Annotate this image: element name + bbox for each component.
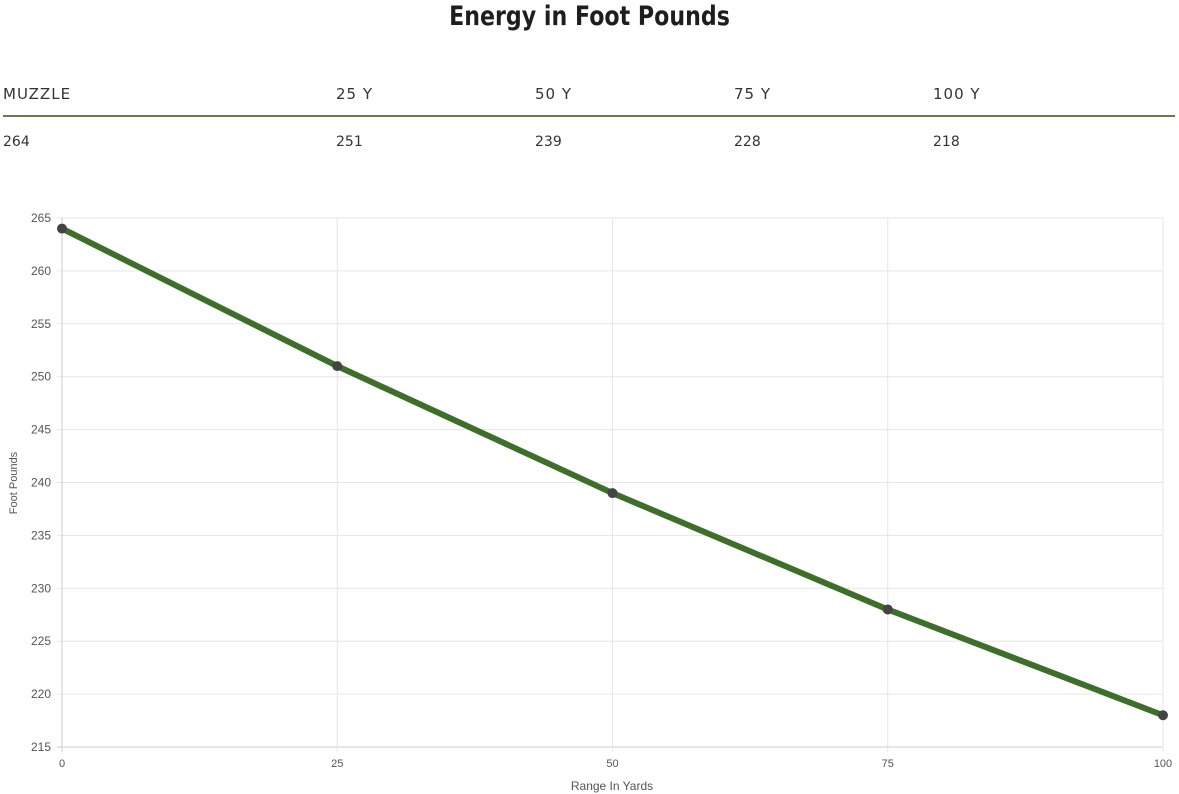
x-tick-label: 75 xyxy=(882,758,894,770)
chart-title: Energy in Foot Pounds xyxy=(449,1,730,32)
y-tick-label: 240 xyxy=(31,476,51,490)
header-75y: 75 Y xyxy=(734,85,772,103)
y-tick-label: 245 xyxy=(31,423,51,437)
y-tick-label: 220 xyxy=(31,687,51,701)
value-muzzle: 264 xyxy=(3,134,30,150)
data-point xyxy=(1158,710,1168,721)
y-tick-label: 225 xyxy=(31,634,51,648)
y-tick-label: 235 xyxy=(31,528,51,542)
energy-table: MUZZLE 25 Y 50 Y 75 Y 100 Y 264 251 239 … xyxy=(3,82,1175,155)
y-tick-label: 265 xyxy=(31,211,51,225)
x-tick-label: 50 xyxy=(606,758,618,770)
data-point xyxy=(882,604,893,615)
y-tick-label: 230 xyxy=(31,581,51,595)
x-tick-label: 100 xyxy=(1154,758,1172,770)
y-tick-label: 260 xyxy=(31,264,51,278)
header-50y: 50 Y xyxy=(535,85,573,103)
x-tick-label: 0 xyxy=(59,758,65,770)
header-muzzle: MUZZLE xyxy=(3,85,72,103)
x-axis-label: Range In Yards xyxy=(571,779,653,793)
y-tick-label: 255 xyxy=(31,317,51,331)
header-25y: 25 Y xyxy=(336,85,374,103)
y-tick-label: 215 xyxy=(31,740,51,754)
x-tick-label: 25 xyxy=(331,758,343,770)
value-75y: 228 xyxy=(734,134,761,150)
y-tick-label: 250 xyxy=(31,370,51,384)
value-50y: 239 xyxy=(535,134,562,150)
value-100y: 218 xyxy=(933,134,960,150)
header-100y: 100 Y xyxy=(933,85,981,103)
table-header-row: MUZZLE 25 Y 50 Y 75 Y 100 Y xyxy=(3,82,1175,117)
value-25y: 251 xyxy=(336,134,363,150)
table-value-row: 264 251 239 228 218 xyxy=(3,131,1175,155)
data-point xyxy=(607,488,618,499)
data-point xyxy=(332,361,343,372)
y-axis-label: Foot Pounds xyxy=(8,451,20,514)
data-point xyxy=(57,223,67,234)
